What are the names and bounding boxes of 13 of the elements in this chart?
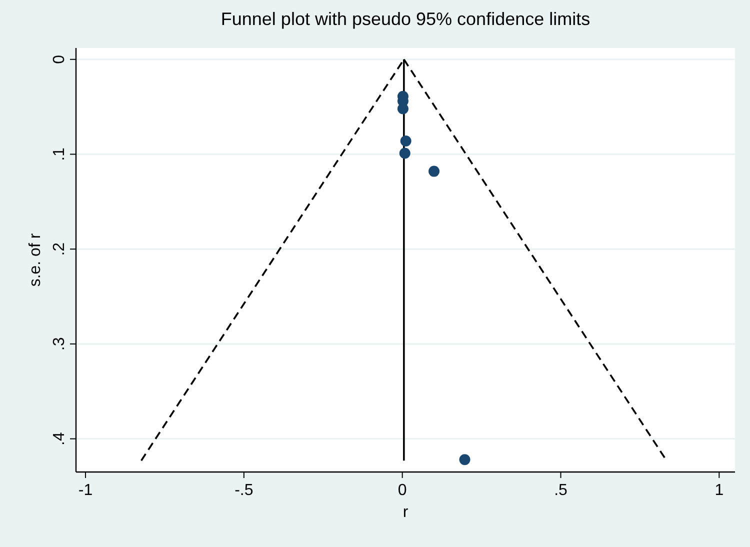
y-axis-title: s.e. of r xyxy=(27,232,44,287)
x-tick-label: -1 xyxy=(78,482,93,499)
x-tick-label: .5 xyxy=(554,482,568,499)
y-tick-label: 0 xyxy=(51,54,68,64)
y-tick-label: .4 xyxy=(51,432,68,446)
x-tick-label: 0 xyxy=(398,482,407,499)
y-tick-label: .3 xyxy=(51,337,68,351)
x-tick-label: -.5 xyxy=(234,482,254,499)
chart-title: Funnel plot with pseudo 95% confidence limits xyxy=(220,9,590,29)
x-tick-label: 1 xyxy=(714,482,724,499)
y-tick-label: .1 xyxy=(51,147,68,161)
y-tick-label: .2 xyxy=(51,242,68,256)
x-axis-title: r xyxy=(402,504,409,521)
